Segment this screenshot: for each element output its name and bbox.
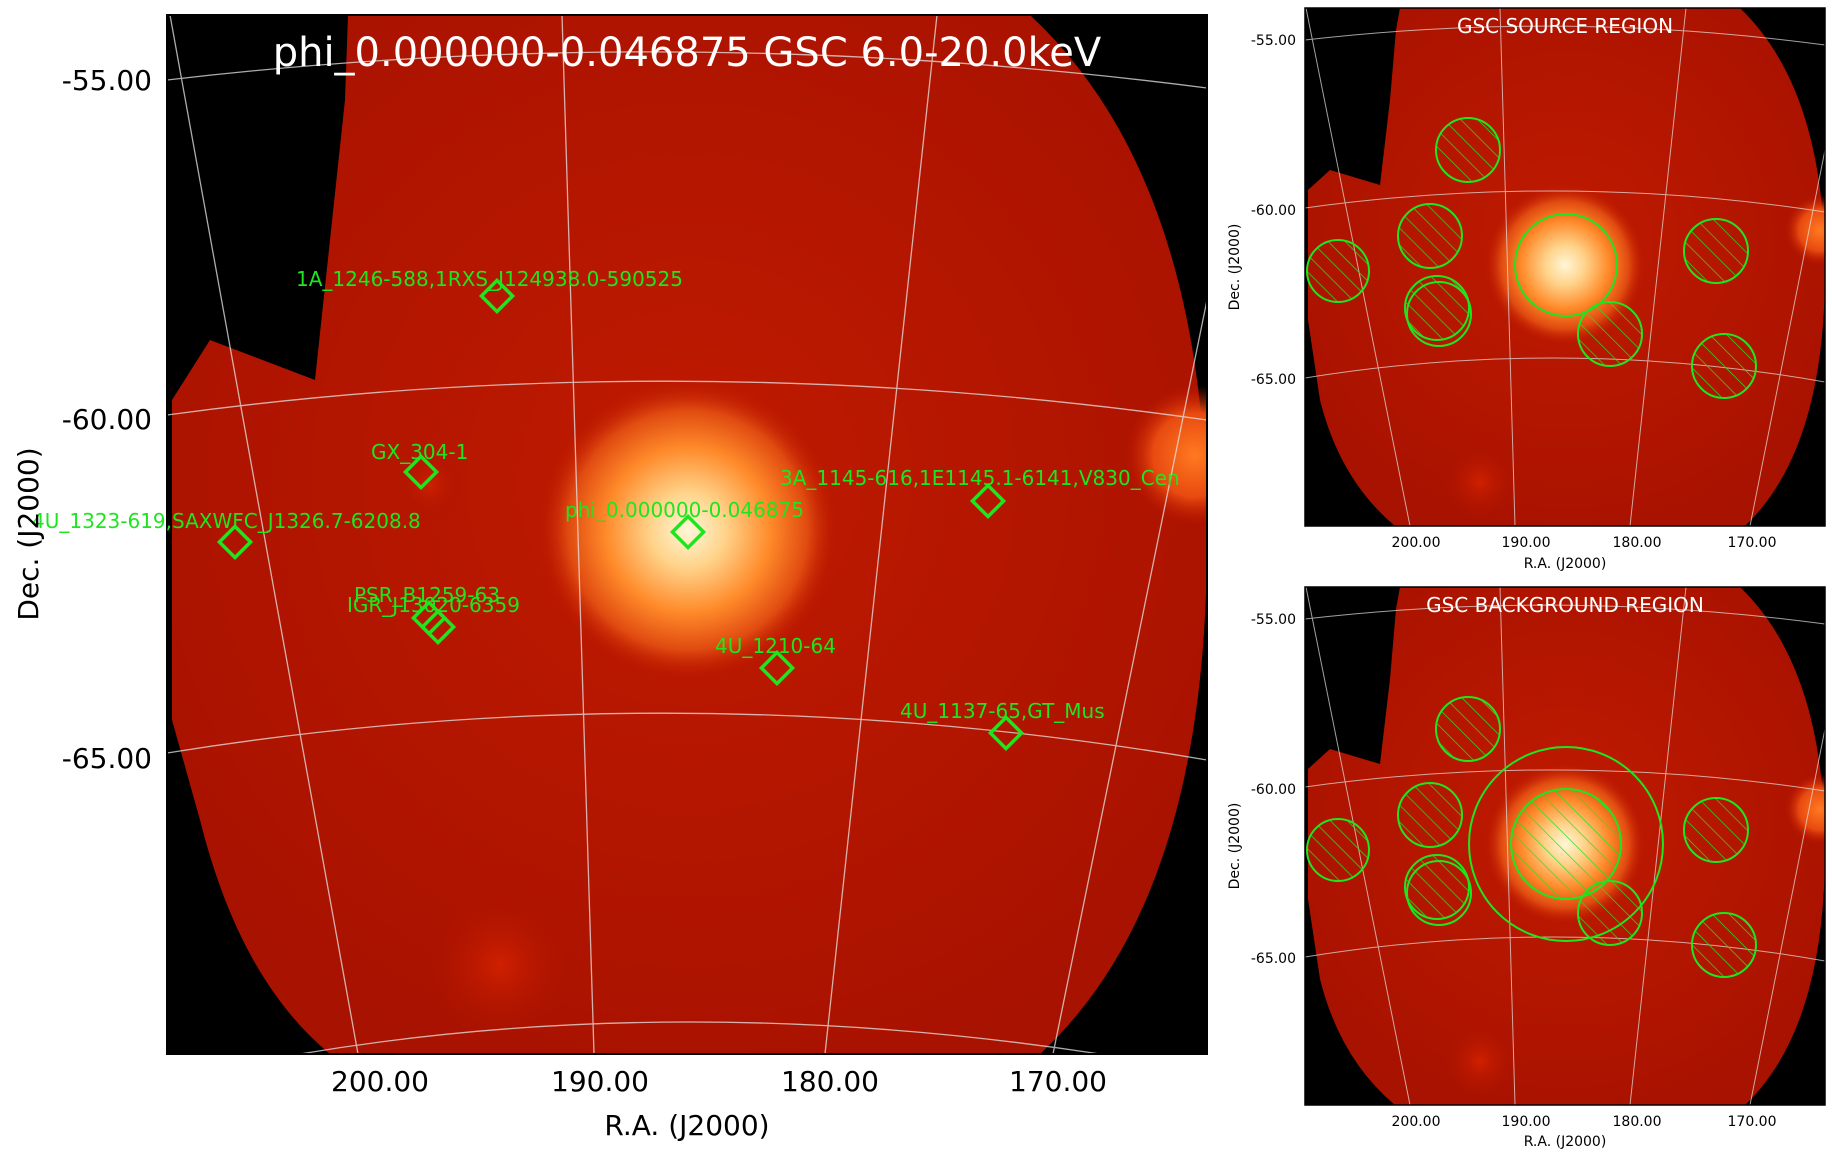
source-label: 3A_1145-616,1E1145.1-6141,V830_Cen (780, 466, 1180, 490)
bright-source-glow (538, 380, 838, 680)
source-panel-title: GSC SOURCE REGION (1457, 14, 1673, 38)
excluded-region (1683, 797, 1749, 863)
x-tick-label: 170.00 (1728, 1114, 1777, 1130)
background-region-panel: GSC BACKGROUND REGION -55.00 -60.00 -65.… (1227, 586, 1826, 1150)
excluded-region (1406, 281, 1472, 347)
excluded-region (1435, 117, 1501, 183)
source-map-frame (1304, 7, 1826, 527)
y-axis-label: Dec. (J2000) (12, 447, 45, 620)
main-sky-map: 1A_1246-588,1RXS_J124938.0-590525 GX_304… (12, 14, 1208, 1142)
source-marker (402, 453, 440, 491)
main-title: phi_0.000000-0.046875 GSC 6.0-20.0keV (273, 30, 1102, 76)
source-markers (216, 277, 1025, 752)
source-label: phi_0.000000-0.046875 (565, 498, 804, 522)
x-tick-label: 190.00 (1502, 535, 1551, 551)
excluded-region (1577, 880, 1643, 946)
faint-source-glow (420, 885, 580, 1045)
source-region-panel: GSC SOURCE REGION -55.00 -60.00 -65.00 2… (1227, 7, 1826, 572)
excluded-region (1406, 860, 1472, 926)
y-tick-label: -60.00 (62, 403, 152, 436)
y-tick-label: -65.00 (62, 742, 152, 775)
x-tick-label: 200.00 (331, 1065, 429, 1098)
source-marker (758, 649, 796, 687)
y-tick-label: -65.00 (1251, 951, 1296, 967)
excluded-source-region (1510, 788, 1622, 900)
y-tick-label: -55.00 (1251, 612, 1296, 628)
background-annulus (1468, 746, 1664, 942)
y-tick-label: -60.00 (1251, 782, 1296, 798)
excluded-region (1691, 333, 1757, 399)
source-marker (216, 523, 254, 561)
x-tick-label: 190.00 (551, 1065, 649, 1098)
x-tick-label: 180.00 (781, 1065, 879, 1098)
faint-source-glow (1440, 1021, 1520, 1101)
source-marker (669, 513, 707, 551)
excluded-region (1683, 218, 1749, 284)
faint-source-glow (1440, 442, 1520, 522)
excluded-region (1404, 854, 1470, 920)
excluded-region (1397, 782, 1463, 848)
source-label: 4U_1210-64 (715, 634, 836, 658)
faint-source-glow (395, 450, 465, 520)
excluded-region (1306, 239, 1370, 303)
source-label: IGR_J13020-6359 (347, 593, 520, 617)
edge-source-glow (1785, 195, 1825, 265)
edge-source-glow (1125, 385, 1207, 525)
x-axis-label: R.A. (J2000) (1524, 1134, 1607, 1150)
main-map-frame (166, 14, 1208, 1055)
source-marker (987, 714, 1025, 752)
source-marker (478, 277, 516, 315)
excluded-region (1577, 301, 1643, 367)
x-tick-label: 170.00 (1009, 1065, 1107, 1098)
region-circles (1306, 117, 1757, 399)
excluded-region (1397, 203, 1463, 269)
background-map-frame (1304, 586, 1826, 1106)
source-extraction-region (1514, 213, 1618, 317)
x-axis-label: R.A. (J2000) (604, 1109, 769, 1142)
x-axis-label: R.A. (J2000) (1524, 556, 1607, 572)
background-panel-title: GSC BACKGROUND REGION (1426, 593, 1704, 617)
y-tick-label: -65.00 (1251, 372, 1296, 388)
y-tick-label: -55.00 (62, 64, 152, 97)
x-tick-label: 200.00 (1392, 1114, 1441, 1130)
source-marker (419, 608, 457, 646)
source-label: 1A_1246-588,1RXS_J124938.0-590525 (296, 267, 683, 291)
coordinate-grid (1305, 8, 1825, 526)
edge-source-glow (1785, 774, 1825, 844)
excluded-region (1306, 818, 1370, 882)
source-marker (969, 482, 1007, 520)
y-tick-label: -55.00 (1251, 33, 1296, 49)
y-tick-label: -60.00 (1251, 203, 1296, 219)
source-label: 4U_1323-619,SAXWFC_J1326.7-6208.8 (32, 509, 421, 533)
excluded-region (1691, 912, 1757, 978)
excluded-region (1435, 696, 1501, 762)
excluded-region (1404, 275, 1470, 341)
source-label: GX_304-1 (371, 440, 468, 464)
coordinate-grid (167, 15, 1207, 1054)
region-circles (1306, 696, 1757, 978)
x-tick-label: 180.00 (1613, 535, 1662, 551)
source-label: PSR_B1259-63 (354, 583, 500, 607)
source-label: 4U_1137-65,GT_Mus (900, 699, 1105, 723)
x-tick-label: 190.00 (1502, 1114, 1551, 1130)
x-tick-label: 180.00 (1613, 1114, 1662, 1130)
x-tick-label: 170.00 (1728, 535, 1777, 551)
y-axis-label: Dec. (J2000) (1227, 803, 1243, 890)
y-axis-label: Dec. (J2000) (1227, 224, 1243, 311)
x-tick-label: 200.00 (1392, 535, 1441, 551)
